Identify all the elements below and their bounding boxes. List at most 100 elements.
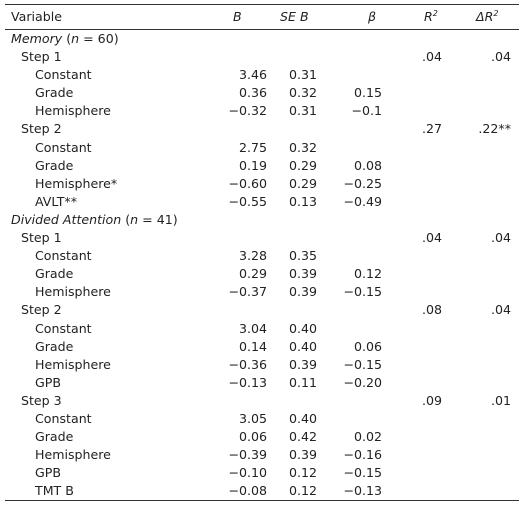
cell-se: 0.40: [288, 338, 317, 354]
table-top-rule: [5, 4, 519, 5]
predictor-name: Hemisphere: [35, 447, 111, 463]
step-row: Step 2 .08 .04: [5, 301, 519, 319]
step-r2: .08: [421, 302, 442, 318]
step-r2: .27: [421, 121, 442, 137]
cell-b: 0.36: [238, 85, 267, 101]
table-row: Grade 0.36 0.32 0.15: [5, 84, 519, 102]
table-bottom-rule: [5, 500, 519, 502]
cell-b: −0.60: [228, 175, 267, 191]
step-label: Step 1: [21, 49, 62, 65]
cell-b: 3.05: [238, 410, 267, 426]
step-delta-r2: .04: [490, 302, 511, 318]
cell-beta: −0.15: [343, 284, 382, 300]
section-n: (n = 60): [62, 31, 119, 46]
cell-se: 0.35: [288, 248, 317, 264]
predictor-name: GPB: [35, 465, 61, 481]
header-row: Variable B SE B β R2 ΔR2: [5, 5, 519, 29]
cell-beta: −0.16: [343, 447, 382, 463]
step-r2: .04: [421, 49, 442, 65]
section-divided-attention-label: Divided Attention (n = 41): [5, 211, 519, 229]
section-n: (n = 41): [121, 211, 178, 227]
cell-se: 0.40: [288, 320, 317, 336]
cell-b: 3.46: [238, 67, 267, 83]
section-title: Memory: [11, 31, 63, 46]
cell-beta: 0.06: [353, 338, 382, 354]
cell-beta: −0.49: [343, 193, 382, 209]
cell-beta: −0.15: [343, 465, 382, 481]
cell-b: −0.37: [228, 284, 267, 300]
cell-beta: −0.20: [343, 374, 382, 390]
header-delta-r2: ΔR2: [476, 9, 499, 24]
cell-b: −0.13: [228, 374, 267, 390]
step-label: Step 2: [21, 121, 62, 137]
predictor-name: GPB: [35, 374, 61, 390]
step-row: Step 3 .09 .01: [5, 392, 519, 410]
cell-se: 0.12: [288, 465, 317, 481]
predictor-name: Hemisphere: [35, 284, 111, 300]
cell-b: −0.55: [228, 193, 267, 209]
n-symbol: n: [130, 211, 139, 227]
table-row: Constant 3.05 0.40: [5, 410, 519, 428]
cell-b: −0.32: [228, 103, 267, 119]
table-row: Hemisphere −0.36 0.39 −0.15: [5, 356, 519, 374]
table-row: Constant 3.28 0.35: [5, 247, 519, 265]
step-r2: .09: [421, 392, 442, 408]
step-delta-r2: .01: [490, 392, 511, 408]
table-row: Grade 0.19 0.29 0.08: [5, 157, 519, 175]
table-row: Grade 0.06 0.42 0.02: [5, 428, 519, 446]
step-label: Step 2: [21, 302, 62, 318]
predictor-name: Hemisphere: [35, 356, 111, 372]
step-delta-r2: .04: [490, 230, 511, 246]
cell-beta: 0.15: [353, 85, 382, 101]
table-row: Grade 0.29 0.39 0.12: [5, 265, 519, 283]
cell-se: 0.29: [288, 157, 317, 173]
cell-b: 0.19: [238, 157, 267, 173]
cell-se: 0.11: [288, 374, 317, 390]
table-row: Constant 2.75 0.32: [5, 139, 519, 157]
cell-b: −0.08: [228, 483, 267, 499]
predictor-name: Grade: [35, 266, 74, 282]
regression-table: Variable B SE B β R2 ΔR2 Memory (n = 60)…: [5, 4, 519, 502]
table-row: GPB −0.13 0.11 −0.20: [5, 374, 519, 392]
predictor-name: Grade: [35, 85, 74, 101]
table-row: Hemisphere* −0.60 0.29 −0.25: [5, 175, 519, 193]
step-label: Step 3: [21, 392, 62, 408]
table-row: Hemisphere −0.37 0.39 −0.15: [5, 283, 519, 301]
cell-b: 0.06: [238, 429, 267, 445]
cell-beta: −0.25: [343, 175, 382, 191]
predictor-name: Hemisphere*: [35, 175, 118, 191]
cell-b: −0.10: [228, 465, 267, 481]
cell-se: 0.29: [288, 175, 317, 191]
cell-beta: 0.08: [353, 157, 382, 173]
step-label: Step 1: [21, 230, 62, 246]
cell-beta: −0.1: [351, 103, 382, 119]
cell-se: 0.12: [288, 483, 317, 499]
predictor-name: Grade: [35, 338, 74, 354]
table-row: TMT B −0.08 0.12 −0.13: [5, 482, 519, 500]
predictor-name: Hemisphere: [35, 103, 111, 119]
section-title: Divided Attention: [11, 211, 122, 227]
predictor-name: AVLT**: [35, 193, 77, 209]
header-variable: Variable: [11, 9, 62, 24]
step-row: Step 1 .04 .04: [5, 48, 519, 66]
step-delta-r2: .22**: [478, 121, 511, 137]
n-symbol: n: [71, 31, 80, 46]
cell-se: 0.31: [288, 103, 317, 119]
header-beta: β: [368, 9, 377, 24]
cell-b: 3.04: [238, 320, 267, 336]
cell-se: 0.39: [288, 266, 317, 282]
predictor-name: Constant: [35, 248, 92, 264]
header-rule: [5, 29, 519, 30]
cell-b: 2.75: [238, 139, 267, 155]
table-row: AVLT** −0.55 0.13 −0.49: [5, 193, 519, 211]
cell-se: 0.40: [288, 410, 317, 426]
table-row: Hemisphere −0.39 0.39 −0.16: [5, 446, 519, 464]
header-se-b: SE B: [280, 9, 309, 24]
cell-beta: 0.02: [353, 429, 382, 445]
predictor-name: Grade: [35, 429, 74, 445]
cell-b: 0.29: [238, 266, 267, 282]
cell-se: 0.32: [288, 139, 317, 155]
cell-se: 0.32: [288, 85, 317, 101]
cell-b: 0.14: [238, 338, 267, 354]
cell-b: −0.39: [228, 447, 267, 463]
